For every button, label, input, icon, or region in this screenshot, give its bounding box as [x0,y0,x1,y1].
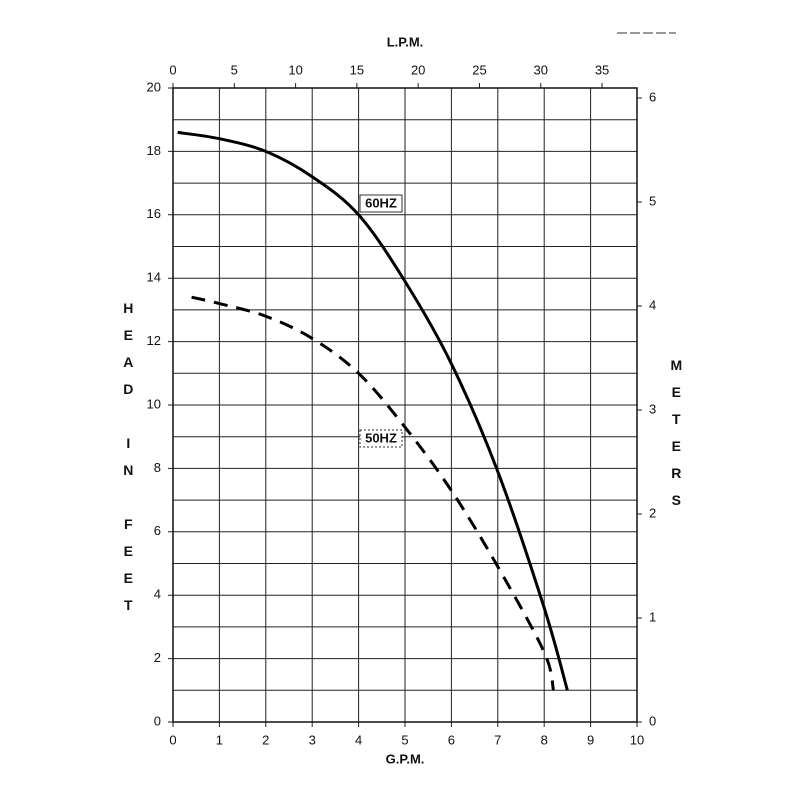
y-tick-label: 6 [154,523,161,538]
x-tick-label: 10 [630,732,644,747]
x-tick-label: 5 [401,732,408,747]
y-tick-label: 20 [147,79,161,94]
y2-tick-label: 2 [649,505,656,520]
x2-tick-label: 25 [472,62,486,77]
series-line [191,295,555,691]
plot-frame [172,87,638,723]
x-tick-label: 9 [587,732,594,747]
x2-tick-label: 5 [231,62,238,77]
y2-tick-label: 3 [649,401,656,416]
x-tick-label: 4 [355,732,362,747]
x-tick-label: 1 [216,732,223,747]
x2-tick-label: 10 [288,62,302,77]
x-tick-label: 8 [541,732,548,747]
y-tick-label: 14 [147,270,161,285]
x2-tick-label: 15 [350,62,364,77]
y2-axis-title: METERS [668,357,684,519]
y-tick-label: 10 [147,396,161,411]
x2-axis-title: L.P.M. [387,34,424,49]
y2-tick-label: 4 [649,297,656,312]
series-label-box [359,194,403,213]
x-tick-label: 3 [309,732,316,747]
x-axis-title: G.P.M. [386,751,425,766]
y-tick-label: 0 [154,713,161,728]
series-label: 50HZ [365,430,397,445]
y-axis-title: HEAD IN FEET [120,300,136,624]
y2-tick-label: 0 [649,713,656,728]
series-label: 60HZ [365,195,397,210]
x2-tick-label: 30 [534,62,548,77]
x-tick-label: 7 [494,732,501,747]
x-tick-label: 6 [448,732,455,747]
y-tick-label: 12 [147,333,161,348]
x2-tick-label: 20 [411,62,425,77]
y-tick-label: 18 [147,143,161,158]
x2-tick-label: 35 [595,62,609,77]
x-tick-label: 2 [262,732,269,747]
series-line [177,130,569,691]
x2-tick-label: 0 [169,62,176,77]
x-tick-label: 0 [169,732,176,747]
y-tick-label: 2 [154,650,161,665]
y2-tick-label: 5 [649,193,656,208]
y-tick-label: 8 [154,460,161,475]
y2-tick-label: 1 [649,609,656,624]
y2-tick-label: 6 [649,89,656,104]
y-tick-label: 4 [154,587,161,602]
series-label-box [359,429,403,448]
y-tick-label: 16 [147,206,161,221]
